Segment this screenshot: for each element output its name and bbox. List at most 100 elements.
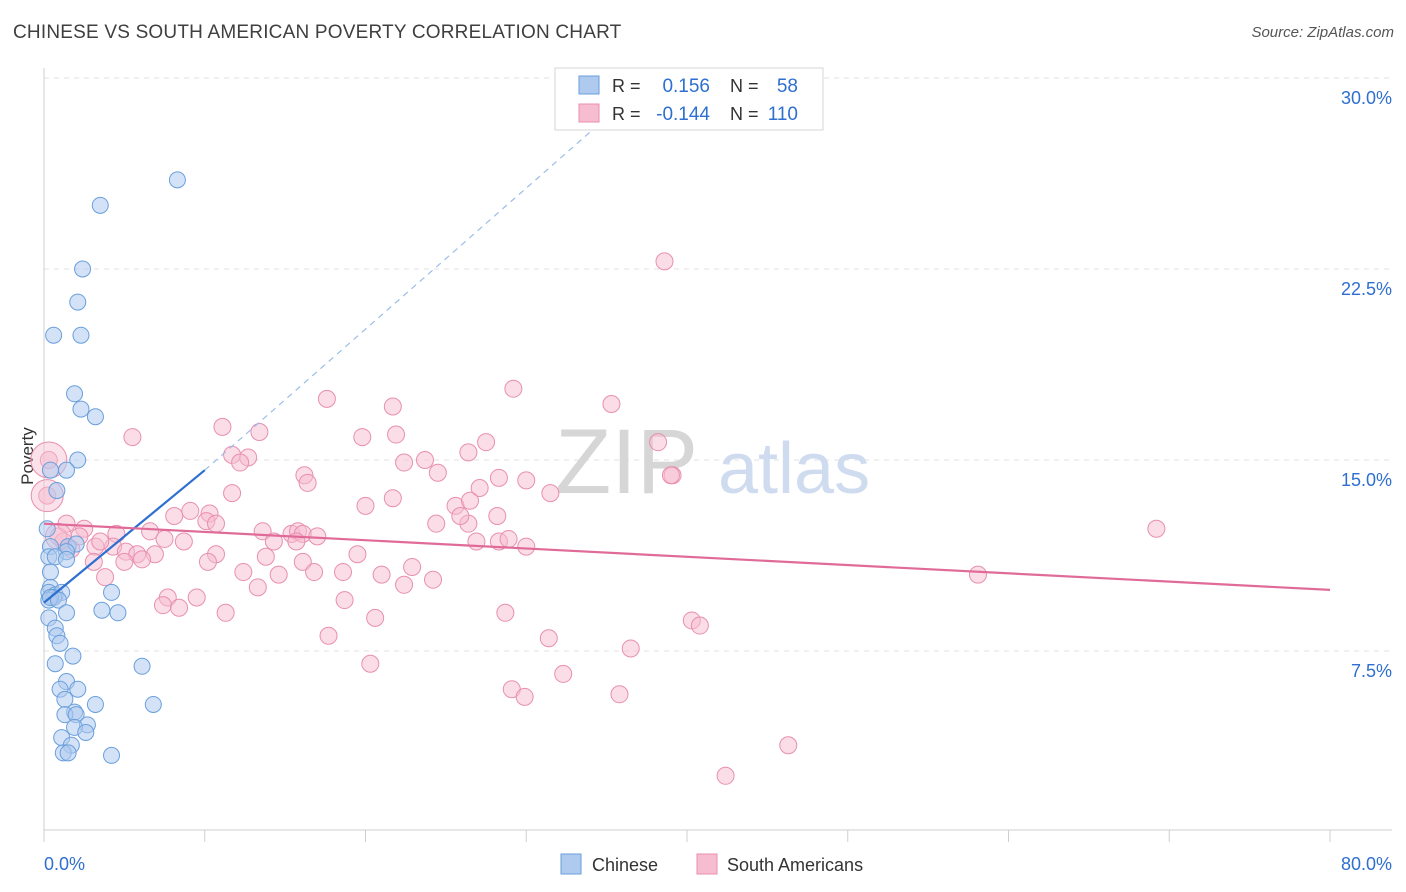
- chinese-point: [48, 482, 66, 500]
- south-americans-point: [256, 547, 275, 566]
- chinese-point: [58, 461, 76, 479]
- south-americans-point: [216, 603, 235, 622]
- stats-r-label-south: R =: [612, 104, 641, 124]
- watermark: ZIP atlas: [555, 411, 870, 513]
- south-americans-point: [649, 433, 668, 452]
- south-americans-point: [181, 501, 200, 520]
- south-americans-point: [504, 379, 523, 398]
- south-americans-point: [427, 514, 446, 533]
- south-americans-point: [207, 514, 226, 533]
- south-americans-point: [361, 654, 380, 673]
- south-americans-point: [170, 598, 189, 617]
- south-americans-point: [141, 522, 160, 541]
- south-americans-point: [1147, 519, 1166, 538]
- south-americans-point: [467, 532, 486, 551]
- south-americans-point: [123, 428, 142, 447]
- chinese-point: [86, 408, 104, 426]
- south-americans-point: [470, 479, 489, 498]
- chinese-point: [93, 601, 111, 619]
- source-label: Source: ZipAtlas.com: [1251, 24, 1394, 41]
- south-americans-point: [496, 603, 515, 622]
- south-americans-point: [489, 468, 508, 487]
- chinese-point: [144, 695, 162, 713]
- south-americans-point: [348, 545, 367, 564]
- south-americans-point: [353, 428, 372, 447]
- chinese-point: [91, 196, 109, 214]
- south-americans-point: [395, 453, 414, 472]
- y-axis-label: Poverty: [18, 427, 37, 485]
- chinese-point: [45, 326, 63, 344]
- south-americans-point: [517, 471, 536, 490]
- legend-south-label: South Americans: [727, 855, 863, 875]
- south-americans-point: [383, 397, 402, 416]
- south-americans-point: [153, 596, 172, 615]
- south-americans-point: [968, 565, 987, 584]
- stats-r-value-chinese: 0.156: [662, 76, 710, 97]
- south-americans-point: [234, 563, 253, 582]
- south-americans-point: [661, 466, 680, 485]
- chinese-point: [103, 583, 121, 601]
- chinese-point: [46, 655, 64, 673]
- south-americans-point: [248, 578, 267, 597]
- chinese-point: [64, 647, 82, 665]
- chinese-point: [59, 744, 77, 762]
- south-americans-point: [198, 552, 217, 571]
- south-americans-point: [387, 425, 406, 444]
- south-americans-point: [356, 496, 375, 515]
- south-americans-point: [366, 608, 385, 627]
- south-americans-point: [477, 433, 496, 452]
- south-americans-point: [174, 532, 193, 551]
- south-americans-point: [187, 588, 206, 607]
- chinese-trend-extension: [204, 103, 624, 471]
- south-americans-point: [335, 591, 354, 610]
- south-americans-point: [690, 616, 709, 635]
- chinese-point: [133, 657, 151, 675]
- south-americans-point: [621, 639, 640, 658]
- chinese-point: [58, 604, 76, 622]
- chinese-point: [69, 451, 87, 469]
- south-americans-point: [539, 629, 558, 648]
- chart-title: CHINESE VS SOUTH AMERICAN POVERTY CORREL…: [13, 22, 622, 43]
- x-tick-label-max: 80.0%: [1341, 854, 1392, 874]
- south-americans-point: [424, 570, 443, 589]
- stats-r-value-south: -0.144: [656, 104, 710, 125]
- south-americans-point: [655, 252, 674, 271]
- south-americans-point: [213, 417, 232, 436]
- south-americans-points: [30, 252, 1166, 785]
- south-americans-point: [115, 552, 134, 571]
- south-americans-point: [133, 550, 152, 569]
- south-americans-point: [165, 507, 184, 526]
- south-americans-point: [602, 394, 621, 413]
- south-americans-point: [515, 687, 534, 706]
- chinese-point: [41, 461, 59, 479]
- south-americans-point: [223, 484, 242, 503]
- chinese-point: [86, 695, 104, 713]
- south-americans-point: [91, 532, 110, 551]
- south-americans-point: [541, 484, 560, 503]
- south-americans-point: [460, 491, 479, 510]
- south-americans-point: [96, 568, 115, 587]
- south-americans-point: [488, 507, 507, 526]
- south-americans-point: [155, 529, 174, 548]
- stats-r-label-chinese: R =: [612, 76, 641, 96]
- chinese-trend-line: [43, 469, 206, 604]
- south-americans-point: [293, 552, 312, 571]
- stats-n-value-south: 110: [768, 104, 798, 125]
- y-axis-tick-labels: 7.5% 15.0% 22.5% 30.0%: [1341, 88, 1392, 681]
- south-americans-point: [333, 563, 352, 582]
- south-americans-point: [415, 451, 434, 469]
- chinese-point: [103, 746, 121, 764]
- chinese-point: [168, 171, 186, 189]
- south-americans-point: [451, 507, 470, 526]
- chinese-point: [69, 680, 87, 698]
- chinese-points: [38, 171, 186, 764]
- chinese-point: [69, 293, 87, 311]
- south-americans-point: [459, 443, 478, 462]
- watermark-zip: ZIP: [555, 411, 698, 513]
- chinese-point: [58, 550, 76, 568]
- legend-chinese-label: Chinese: [592, 855, 658, 875]
- stats-legend-south-swatch: [578, 103, 600, 123]
- chinese-point: [41, 563, 59, 581]
